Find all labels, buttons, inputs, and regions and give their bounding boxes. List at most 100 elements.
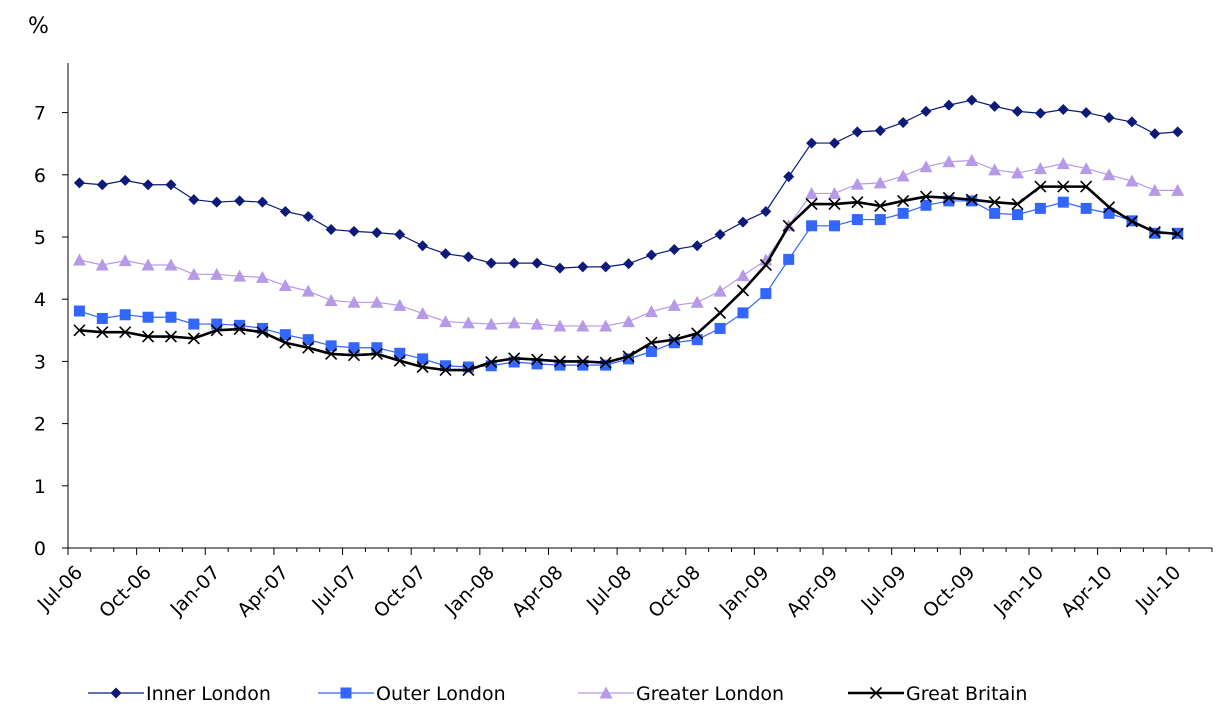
data-point [531,358,543,370]
data-point-stroke [96,326,109,339]
data-point-stroke [210,324,223,337]
data-point [645,336,658,349]
x-tick-label: Apr-10 [1057,562,1117,622]
data-point [989,100,1001,112]
data-point [965,193,978,206]
data-point [806,137,818,149]
data-point [622,350,635,363]
data-point [1148,183,1162,196]
data-point [188,318,200,330]
data-point [1057,103,1069,115]
data-point-stroke [828,197,841,211]
data-point [142,179,154,191]
data-point [1103,112,1115,124]
data-point [1102,168,1116,181]
data-point-stroke [347,349,361,362]
data-point [188,194,200,206]
data-point [1126,116,1138,128]
data-point [553,355,566,368]
data-point-stroke [1034,180,1047,193]
data-point [530,353,544,366]
data-point [72,253,86,266]
data-point-stroke [485,355,498,369]
data-point [783,253,795,265]
data-point [623,258,635,270]
data-point [897,207,909,219]
data-point [920,105,932,117]
data-point [736,269,750,282]
data-point [1034,107,1046,119]
data-point [1012,209,1024,221]
data-point [919,190,933,203]
data-point [119,309,131,321]
data-point [187,267,201,280]
data-point [462,251,474,263]
data-point [1034,202,1046,214]
data-point [1171,183,1185,196]
data-point [73,305,85,317]
data-point-stroke [119,326,132,339]
data-point [828,197,841,211]
data-point [325,340,337,352]
data-point [1149,128,1161,140]
data-point [554,359,566,371]
legend-label: Great Britain [906,683,1027,705]
data-point [576,319,590,332]
legend-item: Outer London [318,683,506,705]
y-tick-label: 0 [34,538,46,560]
data-point [440,248,452,260]
legend-item: Inner London [88,683,271,705]
x-tick-label: Apr-09 [782,562,842,622]
data-point-stroke [599,356,612,369]
data-point [210,267,224,280]
data-point [851,126,863,138]
data-point [873,176,887,189]
data-point [439,364,452,377]
data-point-stroke [645,336,658,349]
data-point [806,220,818,232]
data-point [142,311,154,323]
data-point [1012,105,1024,117]
data-point [371,227,383,239]
data-point [576,355,589,368]
data-point-stroke [874,199,887,212]
data-point [461,316,475,329]
data-point-stroke [988,196,1001,209]
data-point [874,125,886,137]
data-point-stroke [851,196,864,209]
x-tick-label: Jul-09 [856,562,910,616]
y-tick-label: 7 [34,103,46,125]
data-point [347,295,361,308]
data-point [110,687,122,699]
data-point-stroke [622,350,635,363]
data-point [440,360,452,372]
x-tick-label: Oct-08 [644,562,705,623]
series-outer-london [73,195,1184,373]
data-point [279,336,292,349]
x-tick-label: Oct-06 [95,562,156,623]
data-point [1057,196,1069,208]
x-tick-label: Jul-07 [307,562,361,616]
data-point [783,171,795,183]
data-point [942,155,956,168]
data-point [965,153,979,166]
data-point-stroke [462,364,475,377]
legend-label: Outer London [376,683,506,705]
data-point [256,196,268,208]
data-point-stroke [965,193,978,206]
data-point-stroke [869,686,883,700]
data-point [782,219,795,232]
y-tick-label: 1 [34,476,46,498]
data-point [485,360,497,372]
data-point [302,341,315,354]
data-point-stroke [508,352,521,365]
data-point [279,329,291,341]
data-point [760,288,772,300]
y-axis-unit-label: % [28,14,49,39]
data-point [577,261,589,273]
data-point [599,356,612,369]
data-point [668,333,681,346]
data-point [828,137,840,149]
data-point [897,194,910,207]
series-line [79,200,1178,368]
